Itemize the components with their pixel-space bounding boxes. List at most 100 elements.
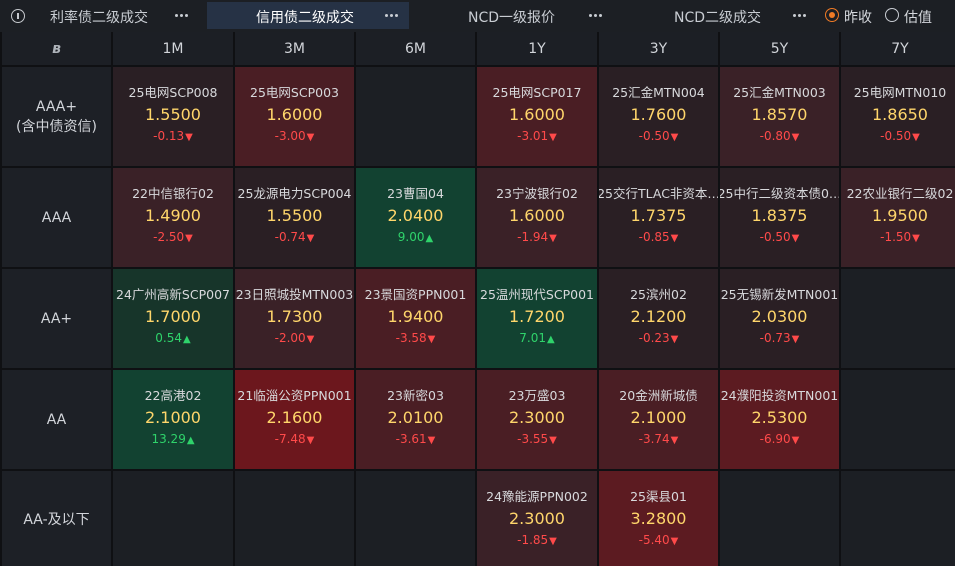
arrow-down-icon: ▼ [306, 334, 315, 345]
more-icon[interactable] [587, 8, 605, 22]
bond-quote-cell[interactable]: 24广州高新SCP007 1.7000 0.54▲ [113, 269, 233, 368]
bond-yield: 1.7600 [630, 105, 687, 124]
bond-name: 25中行二级资本债0… [720, 186, 839, 201]
bond-name: 23曹国04 [387, 186, 444, 201]
bond-quote-cell[interactable]: 22高港02 2.1000 13.29▲ [113, 370, 233, 469]
bond-name: 22高港02 [144, 388, 202, 403]
empty-cell [356, 471, 475, 566]
column-header-3y[interactable]: 3Y [599, 32, 718, 65]
bond-quote-cell[interactable]: 24濮阳投资MTN001 2.5300 -6.90▼ [720, 370, 839, 469]
bond-yield: 1.8650 [872, 105, 928, 124]
bond-quote-cell[interactable]: 25汇金MTN004 1.7600 -0.50▼ [599, 67, 718, 166]
tab-credit-bond-secondary[interactable]: 信用债二级成交 [207, 2, 409, 29]
bond-quote-cell[interactable]: 25电网MTN010 1.8650 -0.50▼ [841, 67, 955, 166]
bond-yield: 2.5300 [751, 408, 808, 427]
column-header-5y[interactable]: 5Y [720, 32, 839, 65]
more-icon[interactable] [173, 8, 191, 22]
bond-change-value: -3.00 [274, 129, 306, 143]
arrow-down-icon: ▼ [670, 132, 679, 143]
row-header: AA-及以下 [2, 471, 111, 566]
bond-change-value: -0.50 [638, 129, 670, 143]
column-header-6m[interactable]: 6M [356, 32, 475, 65]
more-icon[interactable] [791, 8, 809, 22]
bond-yield: 1.7200 [509, 307, 565, 326]
arrow-down-icon: ▼ [791, 435, 800, 446]
bond-name: 23宁波银行02 [496, 186, 578, 201]
arrow-down-icon: ▼ [549, 132, 557, 143]
empty-cell [841, 471, 955, 566]
bond-quote-cell[interactable]: 24豫能源PPN002 2.3000 -1.85▼ [477, 471, 597, 566]
column-header-3m[interactable]: 3M [235, 32, 354, 65]
bond-change: -3.61▼ [396, 430, 436, 450]
bond-change: -3.01▼ [517, 127, 557, 147]
bond-quote-cell[interactable]: 22中信银行02 1.4900 -2.50▼ [113, 168, 233, 267]
bond-yield: 1.7375 [630, 206, 687, 225]
arrow-down-icon: ▼ [912, 132, 920, 143]
bond-quote-cell[interactable]: 20金洲新城债 2.1000 -3.74▼ [599, 370, 718, 469]
bond-quote-cell[interactable]: 25温州现代SCP001 1.7200 7.01▲ [477, 269, 597, 368]
bond-quote-cell[interactable]: 23日照城投MTN003 1.7300 -2.00▼ [235, 269, 354, 368]
bond-change: -6.90▼ [760, 430, 800, 450]
bond-change: -3.58▼ [396, 329, 436, 349]
credit-bond-matrix: ʙ 1M 3M 6M 1Y 3Y 5Y 7Y AAA+ (含中债资信) 25电网SC… [0, 32, 955, 566]
bond-name: 25电网SCP003 [250, 85, 339, 100]
bond-quote-cell[interactable]: 23景国资PPN001 1.9400 -3.58▼ [356, 269, 475, 368]
bond-name: 25汇金MTN004 [612, 85, 705, 100]
bond-quote-cell[interactable]: 25电网SCP008 1.5500 -0.13▼ [113, 67, 233, 166]
arrow-down-icon: ▼ [670, 535, 679, 547]
bond-quote-cell[interactable]: 23万盛03 2.3000 -3.55▼ [477, 370, 597, 469]
bond-name: 22农业银行二级02 [846, 186, 954, 201]
tab-rate-bond-secondary[interactable]: 利率债二级成交 [30, 2, 202, 29]
bond-quote-cell[interactable]: 25中行二级资本债0… 1.8375 -0.50▼ [720, 168, 839, 267]
column-header-1m[interactable]: 1M [113, 32, 233, 65]
bond-yield: 1.5500 [266, 206, 323, 225]
bond-quote-cell[interactable]: 23曹国04 2.0400 9.00▲ [356, 168, 475, 267]
bond-change-value: -0.74 [274, 230, 306, 244]
bond-yield: 1.9500 [872, 206, 928, 225]
bond-change: -0.23▼ [639, 329, 679, 349]
bond-change: -1.85▼ [517, 531, 557, 551]
arrow-down-icon: ▼ [791, 334, 800, 345]
bond-quote-cell[interactable]: 23新密03 2.0100 -3.61▼ [356, 370, 475, 469]
price-basis-radio-group: 昨收 估值 [824, 6, 952, 26]
bond-quote-cell[interactable]: 25交行TLAC非资本… 1.7375 -0.85▼ [599, 168, 718, 267]
bond-change: -0.50▼ [880, 127, 920, 147]
bond-quote-cell[interactable]: 25滨州02 2.1200 -0.23▼ [599, 269, 718, 368]
bond-quote-cell[interactable]: 25汇金MTN003 1.8570 -0.80▼ [720, 67, 839, 166]
bond-quote-cell[interactable]: 23宁波银行02 1.6000 -1.94▼ [477, 168, 597, 267]
bond-name: 20金洲新城债 [619, 388, 698, 403]
info-icon[interactable] [11, 9, 25, 23]
bond-yield: 3.2800 [630, 508, 687, 528]
bond-quote-cell[interactable]: 25电网SCP017 1.6000 -3.01▼ [477, 67, 597, 166]
row-header: AA [2, 370, 111, 469]
bond-change: -0.73▼ [760, 329, 800, 349]
bond-name: 23万盛03 [508, 388, 566, 403]
tab-ncd-secondary[interactable]: NCD二级成交 [618, 2, 818, 29]
bond-quote-cell[interactable]: 25电网SCP003 1.6000 -3.00▼ [235, 67, 354, 166]
bond-change-value: -5.40 [638, 532, 670, 547]
arrow-up-icon: ▲ [425, 233, 434, 244]
bond-change: 7.01▲ [519, 329, 554, 349]
bond-quote-cell[interactable]: 25渠县01 3.2800 -5.40▼ [599, 471, 718, 566]
bond-change-value: -3.01 [517, 129, 549, 143]
arrow-down-icon: ▼ [549, 435, 557, 446]
radio-label-valuation: 估值 [904, 10, 932, 26]
bond-change-value: -0.50 [759, 230, 791, 244]
bond-name: 24濮阳投资MTN001 [720, 388, 839, 403]
bond-yield: 1.8570 [751, 105, 808, 124]
column-header-1y[interactable]: 1Y [477, 32, 597, 65]
bond-change-value: -1.85 [517, 532, 549, 547]
tab-ncd-primary-quote[interactable]: NCD一级报价 [411, 2, 611, 29]
column-header-7y[interactable]: 7Y [841, 32, 955, 65]
bond-quote-cell[interactable]: 25龙源电力SCP004 1.5500 -0.74▼ [235, 168, 354, 267]
bond-name: 25无锡新发MTN001 [720, 287, 839, 302]
arrow-down-icon: ▼ [670, 334, 679, 345]
bond-change: -0.85▼ [639, 228, 679, 248]
bond-change-value: -3.58 [395, 331, 427, 345]
bond-quote-cell[interactable]: 25无锡新发MTN001 2.0300 -0.73▼ [720, 269, 839, 368]
radio-prev-close[interactable] [825, 8, 839, 22]
more-icon[interactable] [383, 8, 401, 22]
radio-valuation[interactable] [885, 8, 899, 22]
bond-quote-cell[interactable]: 22农业银行二级02 1.9500 -1.50▼ [841, 168, 955, 267]
bond-quote-cell[interactable]: 21临淄公资PPN001 2.1600 -7.48▼ [235, 370, 354, 469]
